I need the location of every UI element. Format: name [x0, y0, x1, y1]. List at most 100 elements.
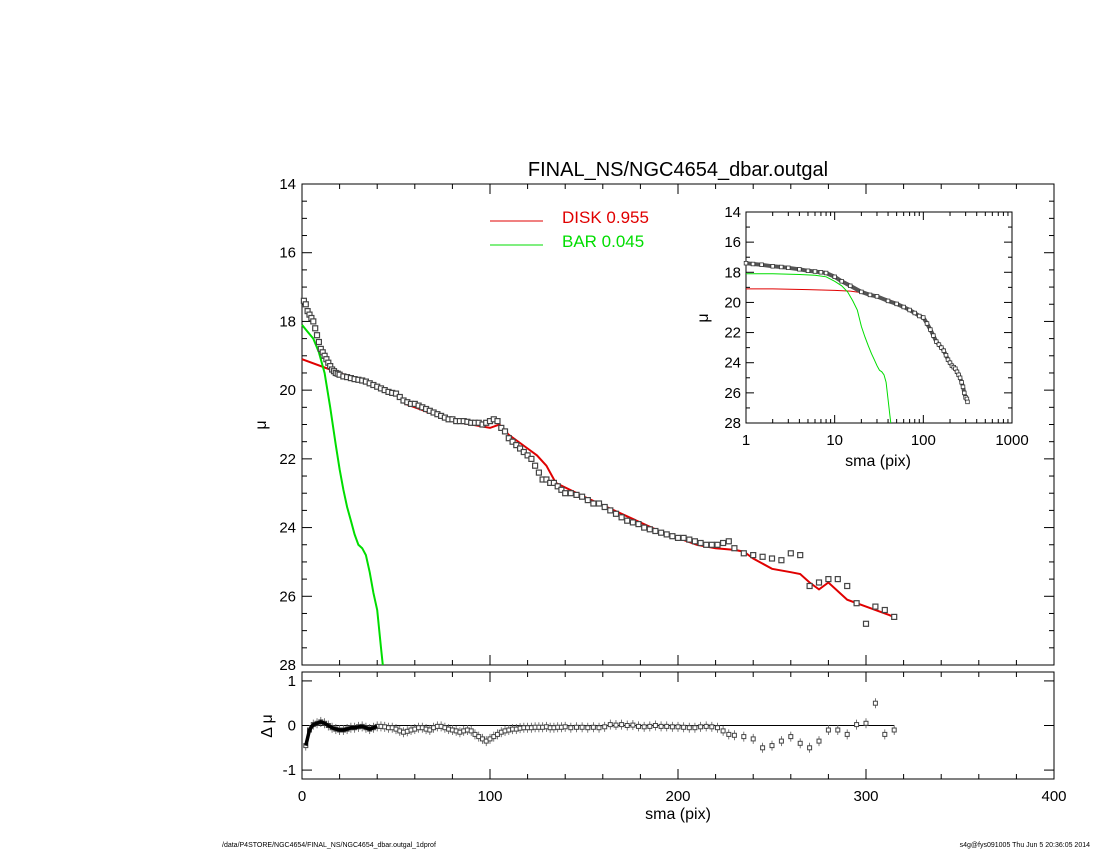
inset-panel: 14 16 18 20 22 24 26 281 10 100 1000 μ sma (pix) [695, 204, 1029, 470]
main-y-tick-label: 26 [279, 588, 296, 605]
legend-disk-label: DISK 0.955 [562, 208, 649, 227]
residual-data-point [797, 740, 803, 746]
residual-data-point [863, 720, 869, 726]
residual-data-point [731, 732, 737, 738]
main-data-point [731, 545, 738, 552]
main-data-point [815, 579, 823, 586]
main-data-point [853, 600, 860, 607]
residual-data-point [602, 724, 608, 730]
main-data-point [703, 541, 710, 548]
main-data-point [392, 390, 400, 397]
main-profile-panel: 14 16 18 20 22 24 26 28 μ DISK 0.955 BAR 0.045 [253, 176, 1055, 674]
main-data-point [618, 514, 625, 521]
inset-y-tick-label: 14 [724, 204, 741, 221]
main-data-point [516, 445, 524, 452]
inset-data-point [823, 270, 829, 276]
main-data-point [714, 541, 721, 548]
inset-y-tick-label: 24 [724, 355, 741, 372]
legend: DISK 0.955 BAR 0.045 [490, 208, 649, 251]
residual-data-point [630, 722, 636, 728]
inset-x-tick-label: 1000 [995, 432, 1028, 449]
inset-y-tick-label: 22 [724, 325, 741, 342]
residual-data-point [715, 725, 720, 731]
inset-data-point [959, 380, 964, 385]
main-data-point [595, 500, 603, 507]
main-data-point [584, 497, 591, 504]
residual-data-point [769, 743, 775, 749]
main-data-point [310, 318, 317, 325]
inset-data-points [743, 260, 970, 405]
inset-data-point [786, 265, 791, 270]
inset-x-tick-label: 100 [911, 432, 936, 449]
main-data-point [669, 533, 676, 540]
main-y-axis-label: μ [253, 420, 270, 429]
residual-data-point [872, 700, 878, 706]
inset-data-point [797, 267, 802, 272]
residual-data-point [686, 725, 692, 731]
main-data-point [797, 551, 804, 559]
x-tick-label: 200 [665, 788, 690, 805]
main-data-point [806, 582, 813, 590]
main-data-point [590, 500, 597, 507]
inset-data-point [901, 304, 906, 310]
residual-data-point [788, 734, 794, 740]
residual-data-point [807, 745, 813, 751]
residual-data-point [692, 725, 698, 731]
inset-data-point [943, 352, 949, 358]
main-data-point [635, 520, 642, 528]
residual-data-point [585, 725, 591, 731]
inset-x-tick-label: 1 [742, 432, 750, 449]
inset-data-point [812, 269, 818, 274]
main-data-point [550, 479, 558, 486]
main-data-point [881, 606, 888, 614]
residual-data-point [681, 724, 687, 730]
residual-data-point [825, 727, 831, 733]
inset-data-point [743, 260, 749, 266]
inset-data-point [907, 307, 912, 313]
residual-data-point [636, 723, 641, 729]
residual-data-point [750, 736, 756, 742]
inset-data-point [912, 310, 917, 316]
residual-data-point [641, 724, 647, 730]
x-tick-label: 100 [477, 788, 502, 805]
inset-data-point [931, 333, 936, 338]
residual-x-axis-label: sma (pix) [645, 806, 711, 823]
inset-data-point [941, 348, 946, 353]
inset-axis-ticks: 14 16 18 20 22 24 26 281 10 100 1000 [724, 204, 1028, 449]
main-data-point [872, 603, 879, 610]
inset-data-point [936, 342, 942, 347]
inset-data-point [750, 261, 756, 267]
main-data-point [680, 534, 687, 542]
x-tick-label: 300 [853, 788, 878, 805]
residual-data-point [760, 745, 766, 751]
main-data-point [891, 613, 898, 621]
main-data-point [558, 486, 565, 493]
main-data-point [624, 517, 631, 524]
inset-data-point [779, 264, 784, 270]
main-data-point [641, 524, 648, 531]
main-data-point [573, 491, 580, 498]
inset-data-point [965, 399, 970, 405]
main-data-point [825, 575, 832, 583]
residual-data-point [607, 722, 613, 728]
residual-data-point [664, 723, 670, 729]
main-data-point [578, 493, 586, 500]
residual-data-point [624, 723, 630, 728]
inset-data-point [957, 375, 963, 380]
inset-data-point [839, 279, 844, 284]
main-data-point [750, 551, 757, 559]
chart-title: FINAL_NS/NGC4654_dbar.outgal [528, 159, 828, 181]
residual-inner-trend [304, 720, 378, 747]
main-data-point [612, 510, 620, 517]
inset-data-point [894, 301, 899, 307]
inset-data-point [818, 270, 824, 275]
main-data-point [562, 490, 569, 497]
x-tick-label: 0 [298, 788, 306, 805]
inset-plot-frame [745, 211, 1013, 424]
residual-data-point [652, 723, 658, 728]
residual-data-point [613, 722, 619, 728]
residual-data-point [882, 731, 888, 737]
residual-data-point [891, 727, 897, 733]
legend-bar-label: BAR 0.045 [562, 232, 644, 251]
